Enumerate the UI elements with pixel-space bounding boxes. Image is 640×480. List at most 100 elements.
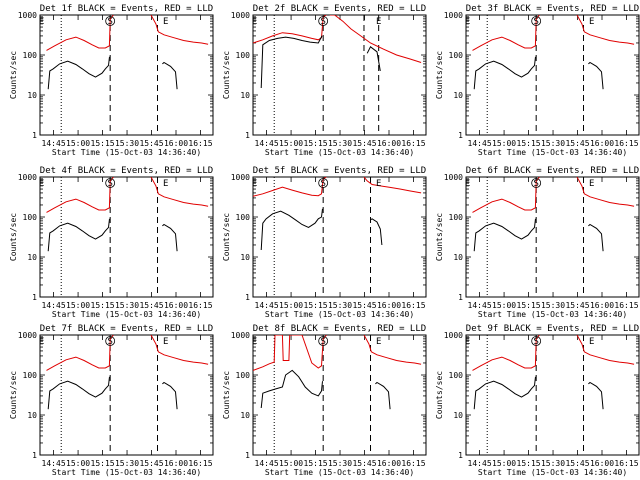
y-axis-label: Counts/sec bbox=[222, 371, 231, 419]
x-tick-label: 15:00 bbox=[279, 301, 303, 310]
plot-frame bbox=[39, 176, 214, 298]
x-axis-label: Start Time (15-Oct-03 14:36:40) bbox=[52, 148, 201, 157]
start-marker: S bbox=[533, 17, 538, 27]
lld-series-line bbox=[150, 177, 209, 207]
lld-series-line bbox=[576, 15, 635, 45]
x-tick-label: 14:45 bbox=[468, 301, 492, 310]
events-series-line bbox=[588, 223, 604, 252]
y-axis-label: Counts/sec bbox=[9, 371, 18, 419]
events-series-line bbox=[588, 381, 604, 410]
x-tick-label: 16:00 bbox=[590, 139, 614, 148]
x-tick-label: 15:15 bbox=[517, 459, 541, 468]
end-marker: E bbox=[589, 179, 594, 189]
y-tick-label: 1000 bbox=[18, 331, 37, 340]
end-marker: E bbox=[589, 337, 594, 347]
panel-title: Det 5f BLACK = Events, RED = LLD bbox=[253, 166, 426, 176]
panel-det-1: Det 1f BLACK = Events, RED = LLD 1 10 100 10… bbox=[9, 4, 214, 157]
x-tick-label: 15:45 bbox=[139, 459, 163, 468]
x-axis-label: Start Time (15-Oct-03 14:36:40) bbox=[478, 468, 627, 477]
panel-title: Det 9f BLACK = Events, RED = LLD bbox=[466, 324, 639, 334]
y-axis-label: Counts/sec bbox=[435, 51, 444, 99]
x-tick-label: 16:15 bbox=[614, 459, 638, 468]
start-marker-circle bbox=[105, 178, 116, 188]
y-tick-label: 100 bbox=[23, 51, 38, 60]
plot-frame bbox=[39, 14, 214, 136]
y-axis-label: Counts/sec bbox=[435, 213, 444, 261]
x-tick-label: 14:45 bbox=[255, 301, 279, 310]
plot-frame bbox=[252, 176, 427, 298]
y-tick-label: 1 bbox=[458, 293, 463, 302]
y-tick-label: 10 bbox=[453, 253, 463, 262]
events-series-line bbox=[47, 218, 110, 252]
start-marker-circle bbox=[105, 16, 116, 26]
x-tick-label: 15:15 bbox=[517, 301, 541, 310]
x-tick-label: 15:00 bbox=[279, 139, 303, 148]
x-tick-label: 15:30 bbox=[541, 139, 565, 148]
x-tick-label: 15:45 bbox=[139, 139, 163, 148]
x-tick-label: 15:15 bbox=[91, 459, 115, 468]
lld-series-line bbox=[253, 15, 327, 44]
panel-det-9: Det 9f BLACK = Events, RED = LLD 1 10 100 10… bbox=[435, 324, 640, 477]
y-tick-label: 100 bbox=[449, 51, 464, 60]
x-tick-label: 15:30 bbox=[328, 139, 352, 148]
x-tick-label: 14:45 bbox=[42, 459, 66, 468]
events-series-line bbox=[260, 208, 323, 251]
x-tick-label: 16:15 bbox=[401, 301, 425, 310]
y-axis-label: Counts/sec bbox=[9, 51, 18, 99]
start-marker: S bbox=[533, 337, 538, 347]
x-tick-label: 15:00 bbox=[492, 139, 516, 148]
x-axis-label: Start Time (15-Oct-03 14:36:40) bbox=[478, 148, 627, 157]
y-tick-label: 10 bbox=[453, 91, 463, 100]
events-series-line bbox=[370, 218, 383, 246]
panel-title: Det 1f BLACK = Events, RED = LLD bbox=[40, 4, 213, 14]
x-tick-label: 16:00 bbox=[164, 139, 188, 148]
y-tick-label: 1000 bbox=[444, 173, 463, 182]
x-tick-label: 15:30 bbox=[115, 459, 139, 468]
events-series-line bbox=[162, 61, 178, 90]
x-tick-label: 15:45 bbox=[565, 459, 589, 468]
x-tick-label: 14:45 bbox=[468, 139, 492, 148]
start-marker-circle bbox=[531, 178, 542, 188]
y-tick-label: 100 bbox=[23, 371, 38, 380]
end-marker: E bbox=[252, 179, 257, 189]
start-marker: S bbox=[320, 337, 325, 347]
x-tick-label: 15:45 bbox=[352, 459, 376, 468]
end-marker: E bbox=[163, 17, 168, 27]
x-tick-label: 16:00 bbox=[590, 301, 614, 310]
panel-det-6: Det 6f BLACK = Events, RED = LLD 1 10 100 10… bbox=[435, 166, 640, 319]
y-tick-label: 1 bbox=[32, 451, 37, 460]
x-tick-label: 15:00 bbox=[492, 459, 516, 468]
x-tick-label: 15:15 bbox=[304, 459, 328, 468]
start-marker: S bbox=[107, 17, 112, 27]
events-series-line bbox=[588, 61, 604, 90]
y-tick-label: 1000 bbox=[444, 331, 463, 340]
x-tick-label: 15:15 bbox=[91, 139, 115, 148]
lld-series-line bbox=[46, 15, 114, 51]
end-marker: E bbox=[465, 17, 470, 27]
events-series-line bbox=[260, 369, 323, 409]
plot-frame bbox=[39, 334, 214, 456]
x-tick-label: 16:15 bbox=[188, 459, 212, 468]
events-series-line bbox=[47, 56, 110, 90]
plot-frame bbox=[465, 176, 640, 298]
x-tick-label: 16:15 bbox=[614, 139, 638, 148]
start-marker: S bbox=[320, 179, 325, 189]
panel-title: Det 6f BLACK = Events, RED = LLD bbox=[466, 166, 639, 176]
x-axis-label: Start Time (15-Oct-03 14:36:40) bbox=[478, 310, 627, 319]
y-axis-label: Counts/sec bbox=[222, 213, 231, 261]
y-tick-label: 1 bbox=[458, 451, 463, 460]
end-marker: E bbox=[465, 179, 470, 189]
x-tick-label: 14:45 bbox=[42, 139, 66, 148]
y-tick-label: 10 bbox=[240, 411, 250, 420]
end-marker: E bbox=[163, 337, 168, 347]
y-tick-label: 1 bbox=[245, 451, 250, 460]
start-marker-circle bbox=[531, 336, 542, 346]
start-marker-circle bbox=[318, 336, 329, 346]
end-marker: E bbox=[39, 179, 44, 189]
panel-title: Det 4f BLACK = Events, RED = LLD bbox=[40, 166, 213, 176]
y-tick-label: 1000 bbox=[231, 11, 250, 20]
x-tick-label: 16:15 bbox=[614, 301, 638, 310]
y-tick-label: 1 bbox=[32, 293, 37, 302]
lld-series-line bbox=[472, 177, 540, 213]
x-tick-label: 16:15 bbox=[188, 301, 212, 310]
